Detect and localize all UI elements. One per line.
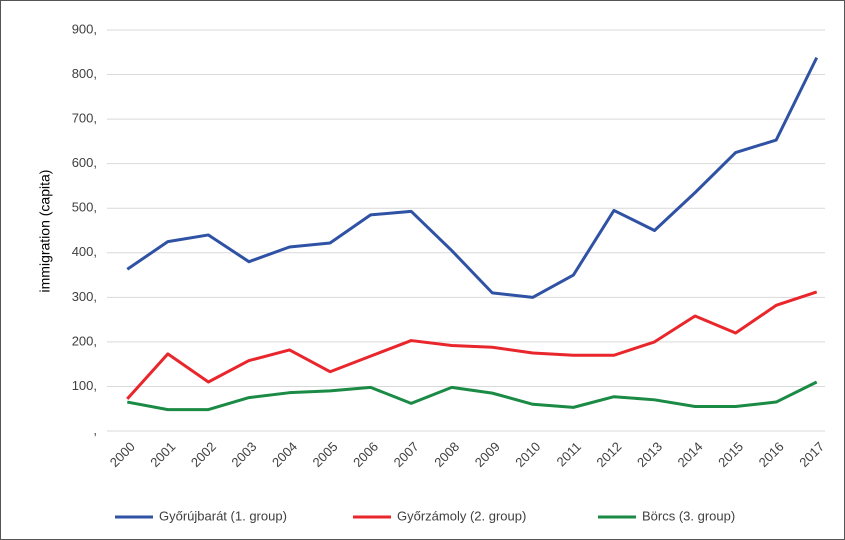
- legend-label: Győrzámoly (2. group): [397, 508, 526, 523]
- y-tick-label: 700,: [72, 111, 97, 126]
- y-tick-label: 200,: [72, 333, 97, 348]
- y-tick-label: 500,: [72, 200, 97, 215]
- y-tick-label: 300,: [72, 289, 97, 304]
- y-tick-label: 100,: [72, 378, 97, 393]
- series-line: [126, 56, 819, 299]
- y-tick-label: 800,: [72, 66, 97, 81]
- legend-label: Győrújbarát (1. group): [159, 508, 287, 523]
- y-axis-label: immigration (capita): [37, 170, 53, 293]
- legend-label: Börcs (3. group): [642, 508, 735, 523]
- y-tick-label: 600,: [72, 155, 97, 170]
- series-line: [127, 380, 818, 412]
- y-tick-label: 400,: [72, 244, 97, 259]
- y-tick-label: 900,: [72, 21, 97, 36]
- series-line: [126, 290, 818, 400]
- y-tick-label: ,: [93, 422, 97, 437]
